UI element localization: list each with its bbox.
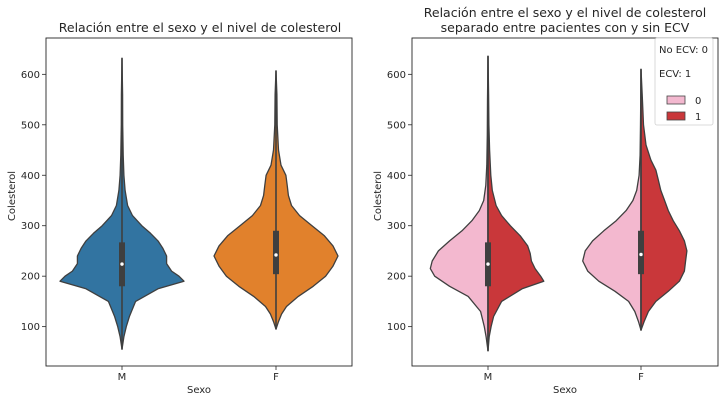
legend-label-1: 1: [695, 112, 701, 123]
legend-swatch-1: [666, 111, 686, 121]
split-violin-F-median-point: [639, 252, 643, 257]
chart-left-y-tick-label: 500: [21, 120, 40, 131]
chart-right-y-axis-label: Colesterol: [373, 171, 384, 221]
split-violin-M-median-point: [486, 262, 490, 266]
split-violin-F-iqr-box: [638, 230, 644, 275]
violin-F-iqr-box: [273, 230, 279, 275]
violin-M-median-point: [120, 262, 124, 266]
chart-left-frame: [45, 37, 353, 367]
chart-right-plot-area: [411, 37, 719, 367]
chart-left-y-axis: 100 200 300 400 500 600: [21, 70, 46, 333]
chart-left: Relación entre el sexo y el nivel de col…: [7, 20, 353, 396]
chart-right-y-tick-label: 300: [387, 221, 406, 232]
violin-F-median-point: [274, 253, 278, 257]
chart-left-x-tick-label: F: [273, 372, 279, 383]
legend-note-no-ecv: No ECV: 0: [659, 45, 708, 56]
split-violin-M-no-ecv: [429, 55, 489, 352]
chart-left-y-tick-label: 100: [21, 322, 40, 333]
legend-swatch-0: [666, 95, 686, 105]
chart-left-title: Relación entre el sexo y el nivel de col…: [59, 20, 341, 35]
chart-right-y-tick-label: 100: [387, 322, 406, 333]
legend-label-0: 0: [695, 96, 701, 107]
chart-right-y-tick-label: 600: [387, 70, 406, 81]
chart-right-x-tick-label: F: [638, 372, 644, 383]
chart-right: Relación entre el sexo y el nivel de col…: [373, 5, 719, 396]
chart-right-legend: No ECV: 0 ECV: 1 0 1: [654, 37, 714, 126]
chart-left-y-tick-label: 200: [21, 272, 40, 283]
chart-left-x-tick-label: M: [118, 372, 127, 383]
chart-right-y-tick-label: 200: [387, 272, 406, 283]
chart-right-title-line-2: separado entre pacientes con y sin ECV: [441, 20, 690, 35]
chart-left-plot-area: [45, 37, 353, 367]
chart-right-x-tick-label: M: [484, 372, 493, 383]
chart-right-y-tick-label: 500: [387, 120, 406, 131]
split-violin-F-ecv: [640, 68, 688, 331]
chart-right-y-tick-label: 400: [387, 171, 406, 182]
chart-right-x-axis-label: Sexo: [553, 385, 577, 396]
legend-note-ecv: ECV: 1: [659, 69, 691, 80]
split-violin-M-ecv: [487, 55, 545, 352]
chart-left-y-axis-label: Colesterol: [7, 171, 18, 221]
chart-left-x-axis-label: Sexo: [187, 385, 211, 396]
chart-left-y-tick-label: 600: [21, 70, 40, 81]
chart-right-y-axis: 100 200 300 400 500 600: [387, 70, 412, 333]
chart-left-y-tick-label: 400: [21, 171, 40, 182]
chart-right-title-line-1: Relación entre el sexo y el nivel de col…: [424, 5, 706, 20]
chart-left-y-tick-label: 300: [21, 221, 40, 232]
chart-right-frame: [411, 37, 719, 367]
